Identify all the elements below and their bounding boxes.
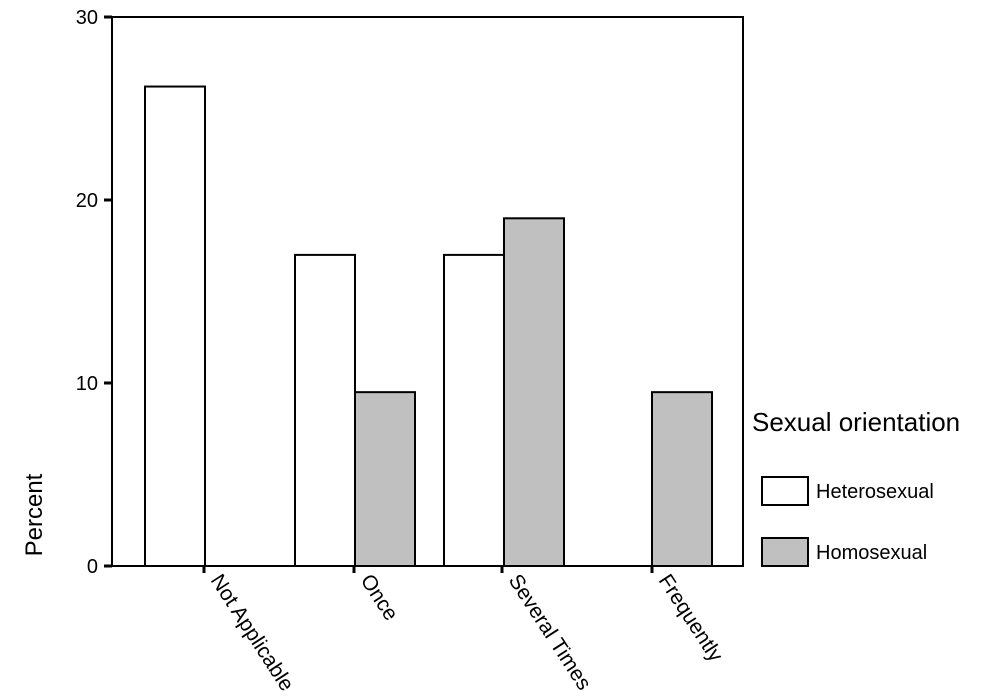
axis-labels: Percent <box>21 473 48 556</box>
y-tick-label: 20 <box>76 190 98 212</box>
y-tick-label: 30 <box>76 7 98 29</box>
legend-swatch-heterosexual <box>761 476 809 506</box>
x-tick-label: Several Times <box>504 570 596 694</box>
legend: Sexual orientation Heterosexual Homosexua… <box>752 407 960 567</box>
legend-label-heterosexual: Heterosexual <box>816 481 934 503</box>
bar-heterosexual-0 <box>144 85 206 567</box>
legend-swatch-homosexual <box>761 537 809 567</box>
legend-title: Sexual orientation <box>752 407 960 437</box>
legend-label-homosexual: Homosexual <box>816 542 927 564</box>
plot-area <box>144 85 713 568</box>
x-tick-label: Frequently <box>654 570 728 666</box>
bar-heterosexual-2 <box>443 253 505 567</box>
bar-homosexual-2 <box>503 217 565 568</box>
plot-frame <box>111 16 744 567</box>
y-tick-label: 10 <box>76 373 98 395</box>
x-tick-label: Once <box>356 570 403 625</box>
bar-homosexual-1 <box>354 391 416 567</box>
y-tick-label: 0 <box>87 556 98 578</box>
bar-heterosexual-1 <box>294 253 356 567</box>
x-tick-label: Not Applicable <box>206 570 298 694</box>
y-axis-label: Percent <box>21 473 48 556</box>
bar-homosexual-3 <box>651 391 713 567</box>
